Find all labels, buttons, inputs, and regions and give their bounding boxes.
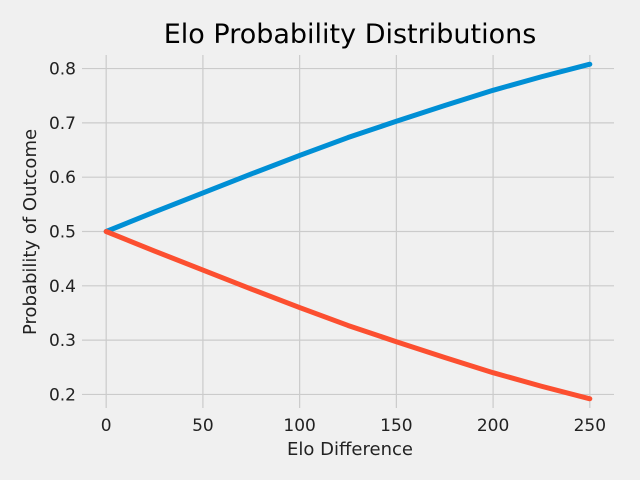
y-tick-label: 0.8 — [49, 60, 76, 80]
series-line-2 — [103, 229, 593, 402]
x-tick-label: 50 — [192, 416, 214, 436]
y-tick-label: 0.4 — [49, 277, 76, 297]
series-line-1 — [103, 61, 593, 234]
x-axis-label: Elo Difference — [287, 439, 413, 460]
y-tick-label: 0.2 — [49, 385, 76, 405]
series-layer — [103, 61, 593, 402]
chart-title: Elo Probability Distributions — [164, 19, 537, 50]
y-axis-label: Probability of Outcome — [20, 129, 41, 335]
x-tick-label: 100 — [283, 416, 315, 436]
grid — [82, 55, 614, 408]
y-tick-label: 0.7 — [49, 114, 76, 134]
x-tick-label: 200 — [477, 416, 509, 436]
x-tick-label: 150 — [380, 416, 412, 436]
y-tick-label: 0.3 — [49, 331, 76, 351]
y-tick-label: 0.5 — [49, 223, 76, 243]
x-tick-label: 0 — [101, 416, 112, 436]
x-tick-label: 250 — [574, 416, 606, 436]
tick-labels: 0 50 100 150 200 250 0.2 0.3 0.4 0.5 0.6 0.7 0.8 — [49, 60, 606, 436]
y-tick-label: 0.6 — [49, 168, 76, 188]
